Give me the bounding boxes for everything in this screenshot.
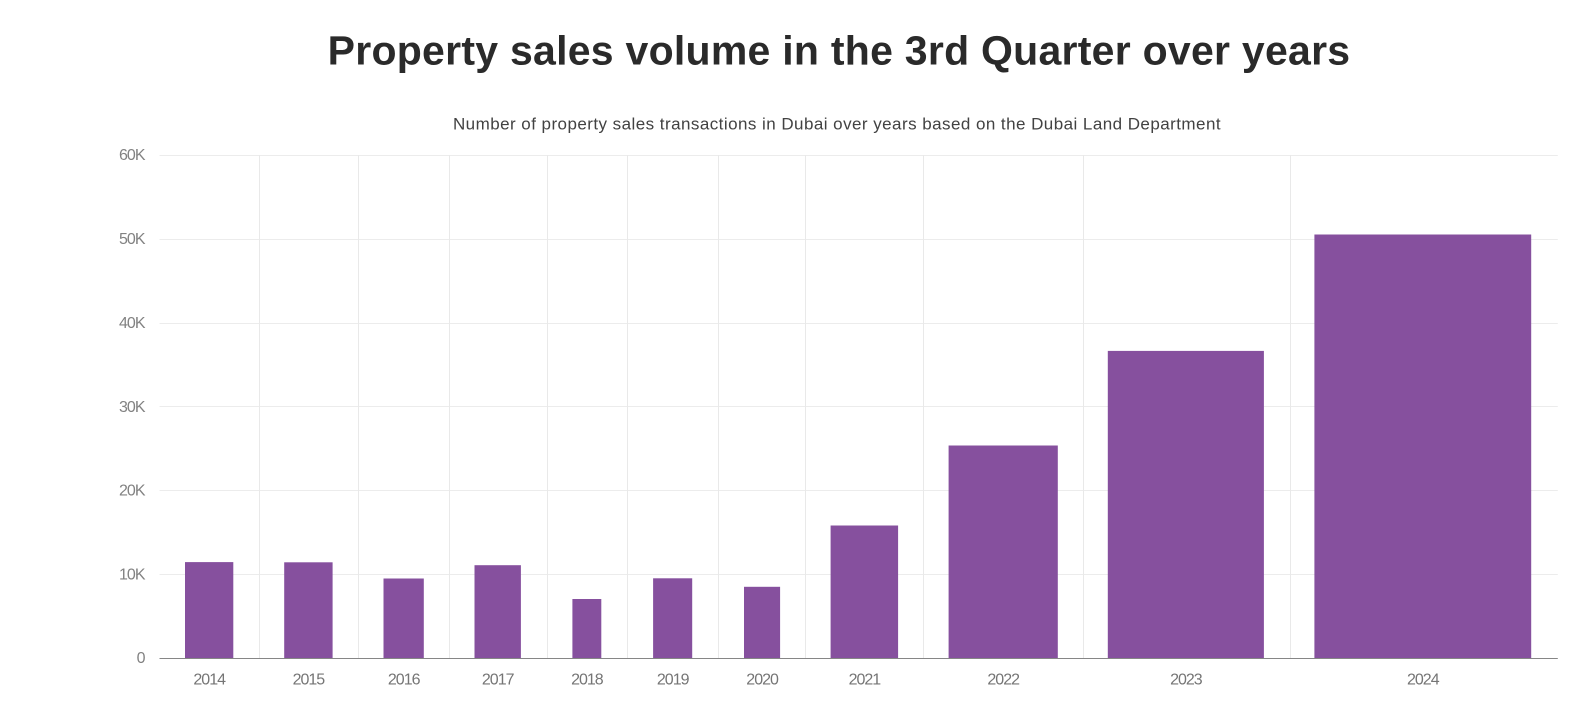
svg-text:0: 0 <box>137 650 146 667</box>
svg-text:Property sales volume in the 3: Property sales volume in the 3rd Quarter… <box>328 28 1351 74</box>
svg-text:50K: 50K <box>119 231 146 248</box>
svg-text:2019: 2019 <box>657 672 690 689</box>
svg-text:30K: 30K <box>119 399 146 416</box>
svg-text:2018: 2018 <box>571 672 604 689</box>
svg-text:2020: 2020 <box>746 672 779 689</box>
svg-text:2017: 2017 <box>482 672 515 689</box>
svg-text:2014: 2014 <box>193 672 226 689</box>
svg-text:20K: 20K <box>119 483 146 500</box>
svg-text:40K: 40K <box>119 315 146 332</box>
svg-text:2016: 2016 <box>388 672 421 689</box>
svg-text:60K: 60K <box>119 147 146 164</box>
svg-text:2023: 2023 <box>1170 672 1203 689</box>
svg-text:Number of property sales trans: Number of property sales transactions in… <box>453 114 1221 133</box>
svg-text:2022: 2022 <box>987 672 1020 689</box>
svg-text:2015: 2015 <box>293 672 326 689</box>
svg-text:2024: 2024 <box>1407 672 1440 689</box>
svg-text:2021: 2021 <box>849 672 882 689</box>
svg-text:10K: 10K <box>119 566 146 583</box>
